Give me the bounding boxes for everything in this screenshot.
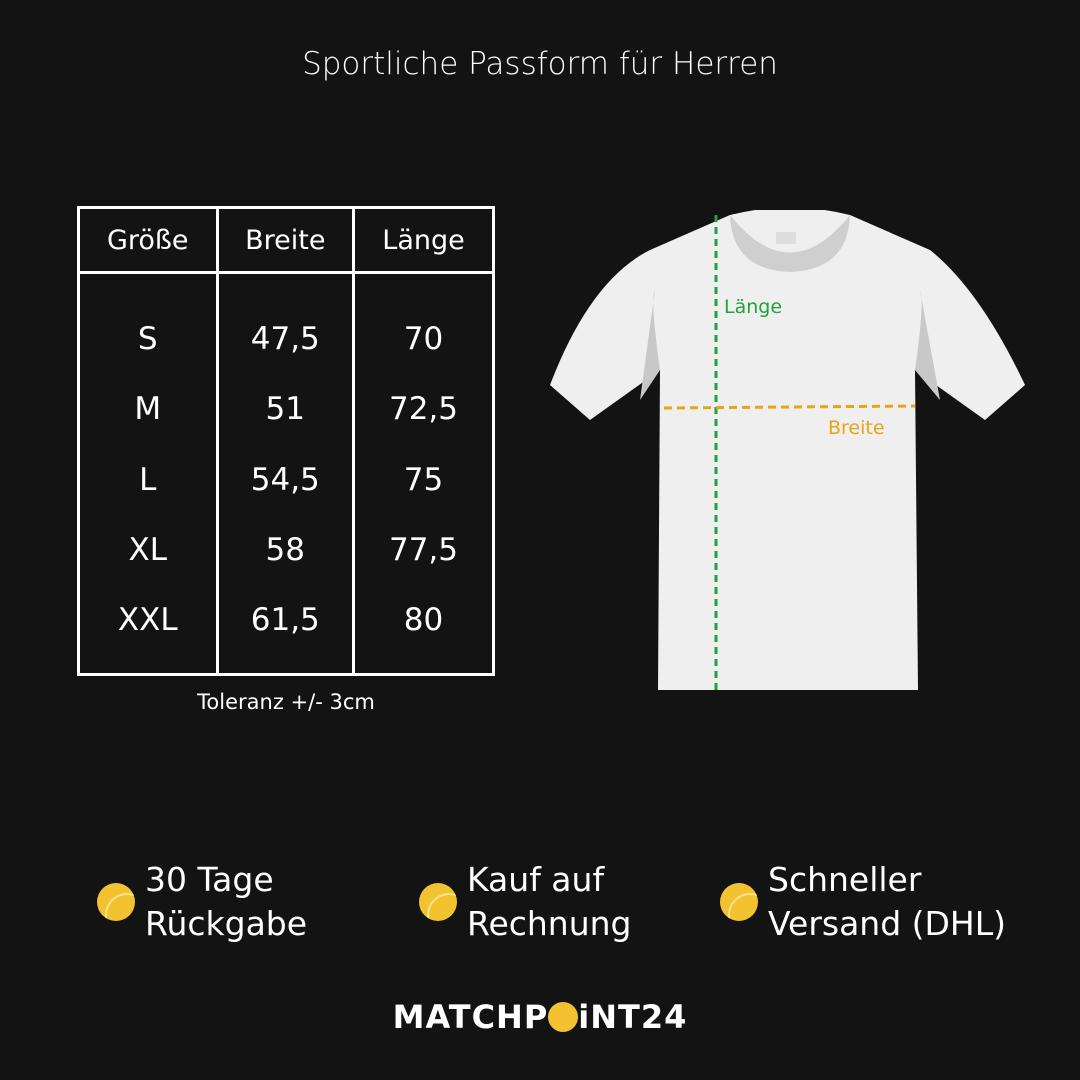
cell: 54,5 [215, 444, 356, 515]
feature-shipping: Schneller Versand (DHL) [720, 858, 1006, 946]
tolerance-note: Toleranz +/- 3cm [197, 690, 375, 714]
size-table: Größe Breite Länge S 47,5 70 M 51 72,5 L 54,5… [77, 206, 495, 676]
tennis-ball-icon [548, 1002, 579, 1032]
header-size: Größe [77, 206, 219, 274]
cell: 72,5 [352, 373, 495, 445]
width-label: Breite [828, 417, 885, 439]
cell: 70 [352, 272, 495, 374]
tennis-ball-icon [419, 883, 457, 921]
table-row: L 54,5 75 [77, 444, 495, 515]
feature-returns: 30 Tage Rückgabe [97, 858, 307, 946]
cell: M [77, 373, 219, 445]
tennis-ball-icon [720, 883, 758, 921]
brand-logo: MATCHP iNT24 [0, 998, 1080, 1036]
table-row: XXL 61,5 80 [77, 585, 495, 675]
cell: XL [77, 514, 219, 586]
cell: S [77, 272, 219, 374]
feature-text: Kauf auf Rechnung [467, 860, 632, 943]
logo-text: MATCHP [392, 998, 549, 1036]
cell: 61,5 [215, 585, 356, 675]
table-row: M 51 72,5 [77, 373, 495, 445]
tennis-ball-icon [97, 883, 135, 921]
table-row: XL 58 77,5 [77, 514, 495, 586]
cell: 58 [215, 514, 356, 586]
header-length: Länge [352, 206, 495, 274]
cell: XXL [77, 585, 219, 675]
cell: 47,5 [215, 272, 356, 374]
cell: 51 [215, 373, 356, 445]
feature-text: Schneller Versand (DHL) [768, 860, 1007, 943]
feature-invoice: Kauf auf Rechnung [419, 858, 632, 946]
cell: 80 [352, 585, 495, 675]
logo-text: iNT24 [578, 998, 688, 1036]
cell: L [77, 444, 219, 515]
cell: 75 [352, 444, 495, 515]
length-label: Länge [724, 296, 783, 318]
feature-text: 30 Tage Rückgabe [145, 860, 308, 943]
table-row: S 47,5 70 [77, 272, 495, 374]
tshirt-illustration [550, 210, 1025, 692]
page-title: Sportliche Passform für Herren [302, 46, 778, 82]
header-width: Breite [215, 206, 356, 274]
cell: 77,5 [352, 514, 495, 586]
